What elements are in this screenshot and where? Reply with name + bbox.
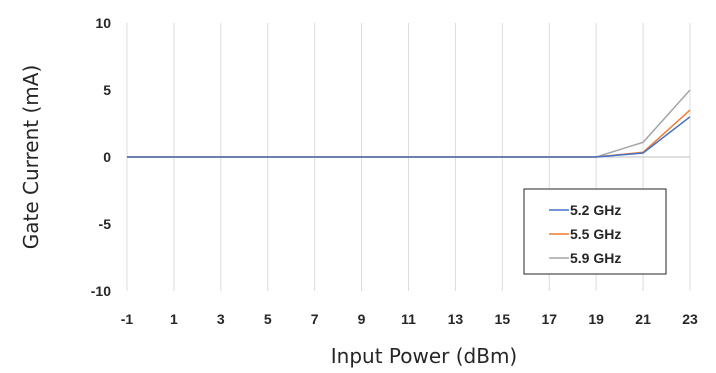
series-line (127, 116, 691, 158)
y-tick-label: 10 (95, 15, 111, 31)
x-tick-labels: -1 1 3 5 7 9 11 13 15 17 19 21 23 (121, 311, 698, 327)
x-tick-label: 21 (635, 311, 651, 327)
y-tick-label: 5 (103, 82, 111, 98)
x-tick-label: 19 (588, 311, 604, 327)
x-axis-title: Input Power (dBm) (331, 344, 517, 368)
x-tick-label: 9 (358, 311, 366, 327)
legend-label: 5.2 GHz (570, 202, 621, 218)
legend-label: 5.9 GHz (570, 250, 621, 266)
y-tick-label: 0 (103, 149, 111, 165)
x-tick-label: 1 (170, 311, 178, 327)
legend-box (523, 188, 667, 275)
y-tick-labels: -10 -5 0 5 10 (91, 15, 111, 299)
x-tick-label: 17 (541, 311, 557, 327)
series-lines (127, 89, 691, 158)
x-tick-label: 11 (401, 311, 416, 327)
x-tick-label: -1 (121, 311, 134, 327)
y-tick-label: -5 (99, 216, 112, 232)
x-tick-label: 3 (217, 311, 225, 327)
x-tick-label: 7 (311, 311, 319, 327)
x-tick-label: 5 (264, 311, 272, 327)
y-axis-title: Gate Current (mA) (19, 65, 43, 250)
legend: 5.2 GHz 5.5 GHz 5.9 GHz (523, 188, 667, 275)
x-tick-label: 23 (682, 311, 698, 327)
x-tick-label: 13 (448, 311, 464, 327)
y-tick-label: -10 (91, 283, 111, 299)
legend-label: 5.5 GHz (570, 226, 621, 242)
x-tick-label: 15 (495, 311, 511, 327)
